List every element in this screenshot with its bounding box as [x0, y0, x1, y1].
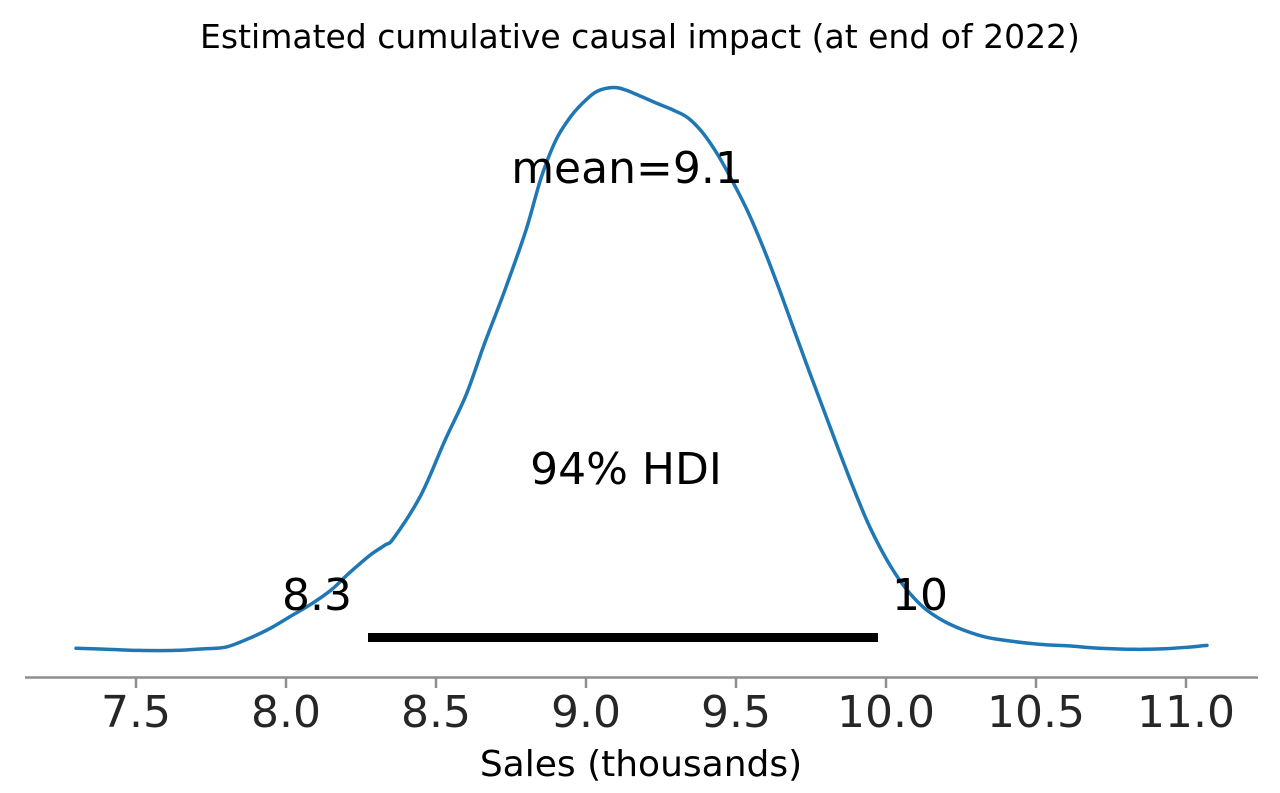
x-tick-label: 10.0: [837, 687, 935, 738]
x-axis-label: Sales (thousands): [480, 744, 802, 785]
density-curve: [74, 85, 1209, 653]
hdi-annotation: 94% HDI: [530, 444, 722, 495]
hdi-lower-label: 8.3: [282, 570, 352, 621]
mean-annotation: mean=9.1: [511, 143, 743, 194]
hdi-upper-label: 10: [892, 570, 948, 621]
x-tick-label: 11.0: [1137, 687, 1235, 738]
x-tick-label: 9.5: [701, 687, 771, 738]
x-tick-label: 9.0: [551, 687, 621, 738]
x-tick-label: 10.5: [987, 687, 1085, 738]
x-axis-ticks: 7.5 8.0 8.5 9.0 9.5 10.0 10.5 11.0: [101, 678, 1235, 738]
chart-title: Estimated cumulative causal impact (at e…: [200, 17, 1080, 56]
x-tick-label: 8.5: [401, 687, 471, 738]
x-tick-label: 7.5: [101, 687, 171, 738]
x-tick-label: 8.0: [251, 687, 321, 738]
